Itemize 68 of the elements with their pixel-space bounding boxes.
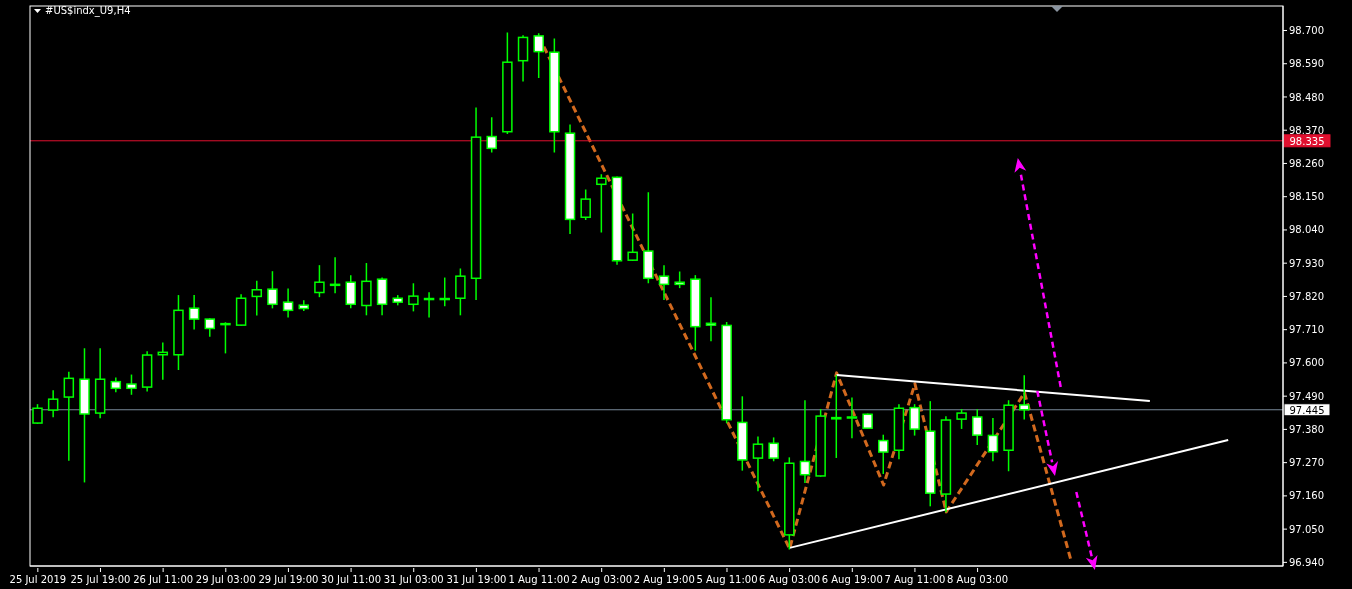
candlestick bbox=[282, 288, 294, 318]
candlestick bbox=[517, 35, 529, 82]
candlestick bbox=[408, 283, 419, 312]
x-tick-label: 26 Jul 11:00 bbox=[133, 574, 194, 585]
candlestick bbox=[846, 397, 858, 439]
y-tick-label: 97.380 bbox=[1289, 423, 1324, 435]
x-tick-label: 5 Aug 11:00 bbox=[696, 574, 758, 585]
y-tick-label: 96.940 bbox=[1289, 556, 1324, 568]
y-tick-label: 98.150 bbox=[1289, 191, 1324, 203]
y-tick-label: 98.590 bbox=[1289, 58, 1324, 70]
candlestick bbox=[157, 342, 169, 380]
candlestick bbox=[627, 213, 638, 261]
candlestick bbox=[47, 390, 59, 418]
x-tick-label: 7 Aug 11:00 bbox=[884, 574, 946, 585]
candlestick bbox=[188, 295, 200, 330]
x-tick-label: 31 Jul 19:00 bbox=[446, 574, 507, 585]
y-tick-label: 98.040 bbox=[1289, 224, 1324, 236]
x-tick-label: 30 Jul 11:00 bbox=[321, 574, 382, 585]
chart-title: #US$indx_U9,H4 bbox=[45, 5, 131, 16]
ref-line-label: 98.335 bbox=[1289, 135, 1325, 147]
y-tick-label: 98.480 bbox=[1289, 91, 1324, 103]
y-tick-label: 97.820 bbox=[1289, 290, 1324, 302]
y-tick-label: 98.260 bbox=[1289, 158, 1324, 169]
candlestick bbox=[909, 404, 920, 436]
y-tick-label: 97.710 bbox=[1289, 324, 1324, 336]
y-tick-label: 97.600 bbox=[1289, 357, 1324, 369]
candlestick bbox=[345, 275, 356, 309]
candlestick bbox=[972, 409, 983, 445]
candlestick bbox=[63, 371, 75, 461]
candlestick bbox=[486, 117, 497, 153]
candlestick bbox=[752, 436, 764, 492]
candlestick bbox=[251, 280, 263, 316]
candlestick bbox=[439, 277, 450, 307]
candlestick bbox=[878, 434, 889, 474]
candlestick bbox=[32, 404, 43, 424]
x-tick-label: 6 Aug 19:00 bbox=[821, 574, 883, 585]
candlestick bbox=[533, 33, 544, 79]
x-tick-label: 2 Aug 19:00 bbox=[633, 574, 695, 585]
x-tick-label: 1 Aug 11:00 bbox=[508, 574, 570, 585]
candlestick bbox=[768, 437, 779, 462]
ref-line-label: 97.445 bbox=[1289, 404, 1325, 416]
y-tick-label: 97.160 bbox=[1289, 490, 1324, 502]
candlestick bbox=[267, 271, 278, 309]
x-tick-label: 8 Aug 03:00 bbox=[947, 574, 1009, 585]
candlestick bbox=[987, 418, 999, 462]
x-tick-label: 6 Aug 03:00 bbox=[759, 574, 821, 585]
y-tick-label: 98.700 bbox=[1289, 25, 1324, 37]
y-tick-label: 97.270 bbox=[1289, 457, 1324, 469]
y-tick-label: 97.050 bbox=[1289, 523, 1324, 535]
y-tick-label: 98.370 bbox=[1289, 124, 1324, 136]
candlestick bbox=[126, 374, 137, 395]
x-tick-label: 2 Aug 03:00 bbox=[571, 574, 633, 585]
x-tick-label: 25 Jul 2019 bbox=[9, 574, 67, 585]
y-tick-label: 97.930 bbox=[1289, 257, 1324, 269]
candlestick bbox=[799, 400, 811, 484]
x-tick-label: 29 Jul 03:00 bbox=[195, 574, 256, 585]
candlestick bbox=[314, 265, 325, 298]
candlestick bbox=[580, 189, 591, 221]
candlestick bbox=[596, 174, 607, 233]
y-tick-label: 97.490 bbox=[1289, 390, 1324, 402]
candlestick bbox=[705, 297, 717, 342]
x-tick-label: 29 Jul 19:00 bbox=[258, 574, 319, 585]
x-tick-label: 31 Jul 03:00 bbox=[383, 574, 444, 585]
candlestick bbox=[455, 268, 466, 316]
candlestick bbox=[658, 265, 670, 300]
candlestick bbox=[220, 322, 231, 354]
candlestick bbox=[956, 409, 967, 429]
x-tick-label: 25 Jul 19:00 bbox=[70, 574, 131, 585]
